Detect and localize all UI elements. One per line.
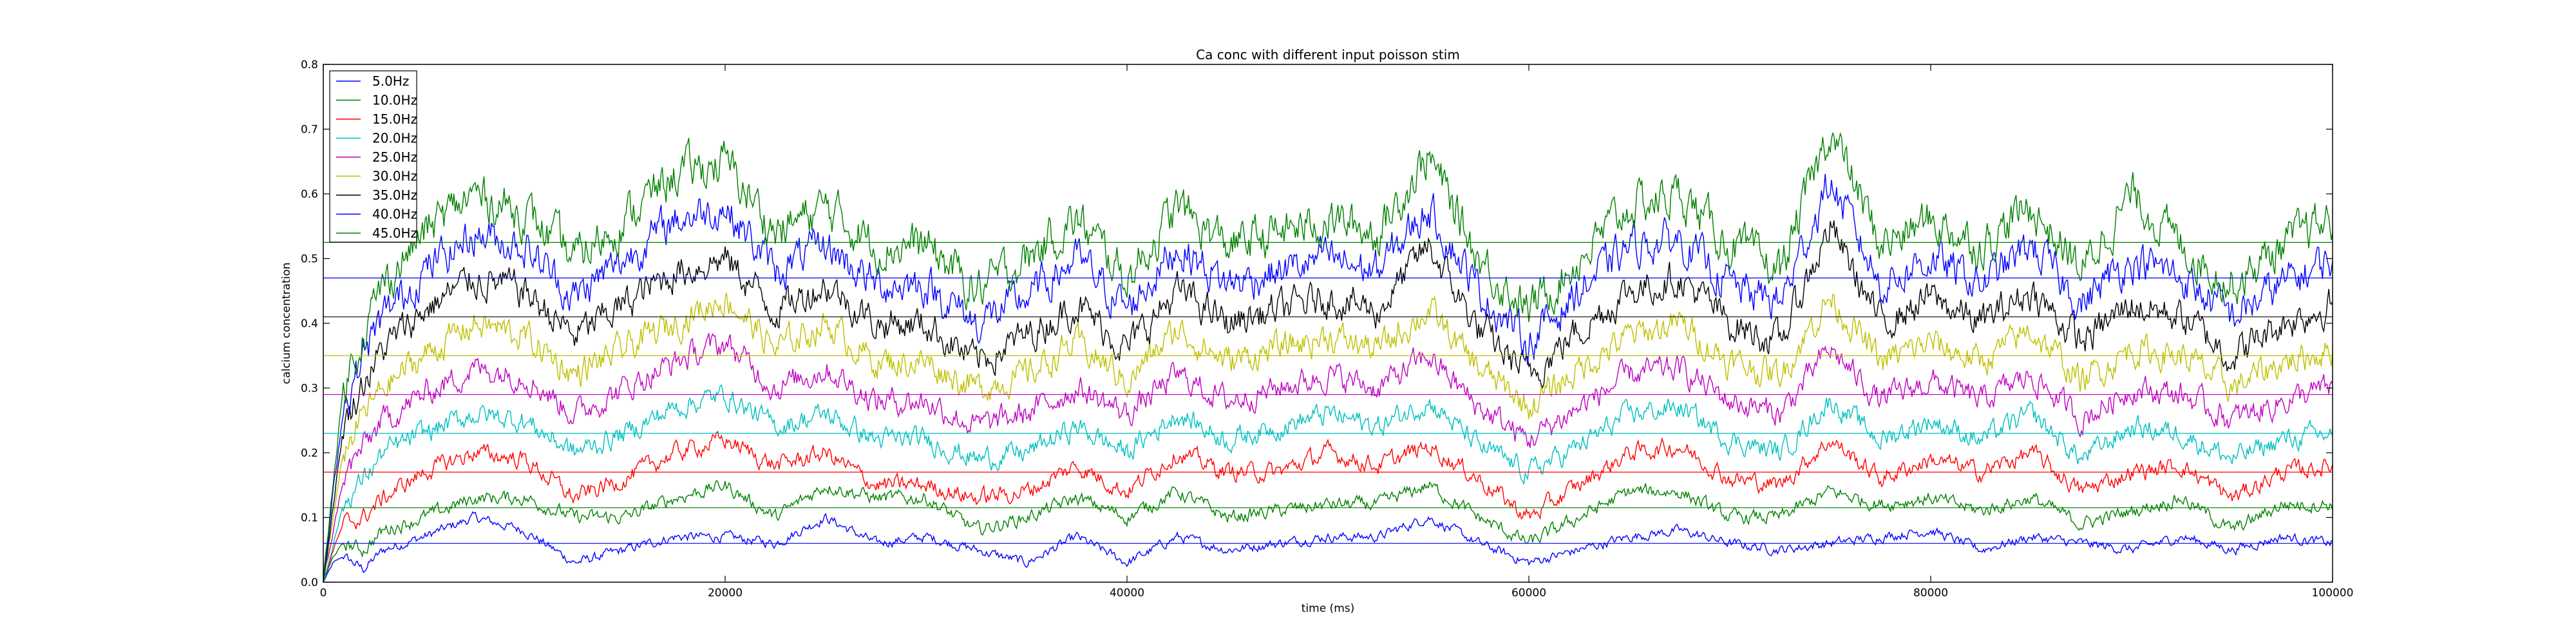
x-tick-label: 80000	[1913, 587, 1948, 600]
y-tick-label: 0.4	[301, 317, 318, 330]
legend-label: 5.0Hz	[372, 73, 409, 89]
series-line-35-0hz	[323, 220, 2333, 582]
y-tick-label: 0.8	[301, 59, 318, 71]
x-tick-label: 0	[320, 587, 327, 600]
chart-title: Ca conc with different input poisson sti…	[1196, 47, 1460, 62]
y-tick-label: 0.2	[301, 447, 318, 460]
series-line-15-0hz	[323, 430, 2333, 582]
x-tick-label: 40000	[1110, 587, 1144, 600]
mean-lines-layer	[323, 242, 2333, 544]
legend-label: 20.0Hz	[372, 131, 417, 146]
legend-label: 35.0Hz	[372, 187, 417, 203]
legend: 5.0Hz 10.0Hz 15.0Hz 20.0Hz 25.0Hz 30.0Hz 35.0H…	[329, 70, 417, 243]
legend-label: 10.0Hz	[372, 93, 417, 108]
y-tick-label: 0.3	[301, 383, 318, 395]
x-tick-label: 100000	[2312, 587, 2354, 600]
series-line-30-0hz	[323, 292, 2333, 582]
y-axis: 0.0 0.1 0.2 0.3 0.4 0.5 0.6 0.7 0.8	[301, 59, 2333, 589]
x-axis: 0 20000 40000 60000 80000 100000	[320, 64, 2354, 600]
y-axis-label: calcium concentration	[280, 262, 293, 384]
y-tick-label: 0.5	[301, 253, 318, 266]
legend-box	[329, 70, 417, 243]
legend-label: 45.0Hz	[372, 225, 417, 241]
x-tick-label: 60000	[1511, 587, 1546, 600]
series-line-40-0hz	[323, 174, 2333, 582]
series-line-45-0hz	[323, 131, 2333, 580]
legend-label: 25.0Hz	[372, 149, 417, 165]
plot-area	[323, 64, 2333, 582]
series-line-20-0hz	[323, 384, 2333, 582]
legend-label: 40.0Hz	[372, 207, 417, 222]
legend-label: 30.0Hz	[372, 169, 417, 184]
y-tick-label: 0.7	[301, 124, 318, 137]
y-tick-label: 0.6	[301, 188, 318, 201]
x-axis-label: time (ms)	[1302, 602, 1355, 615]
y-tick-label: 0.1	[301, 512, 318, 525]
series-line-25-0hz	[323, 332, 2333, 581]
y-tick-label: 0.0	[301, 576, 318, 589]
x-tick-label: 20000	[708, 587, 743, 600]
legend-label: 15.0Hz	[372, 111, 417, 127]
